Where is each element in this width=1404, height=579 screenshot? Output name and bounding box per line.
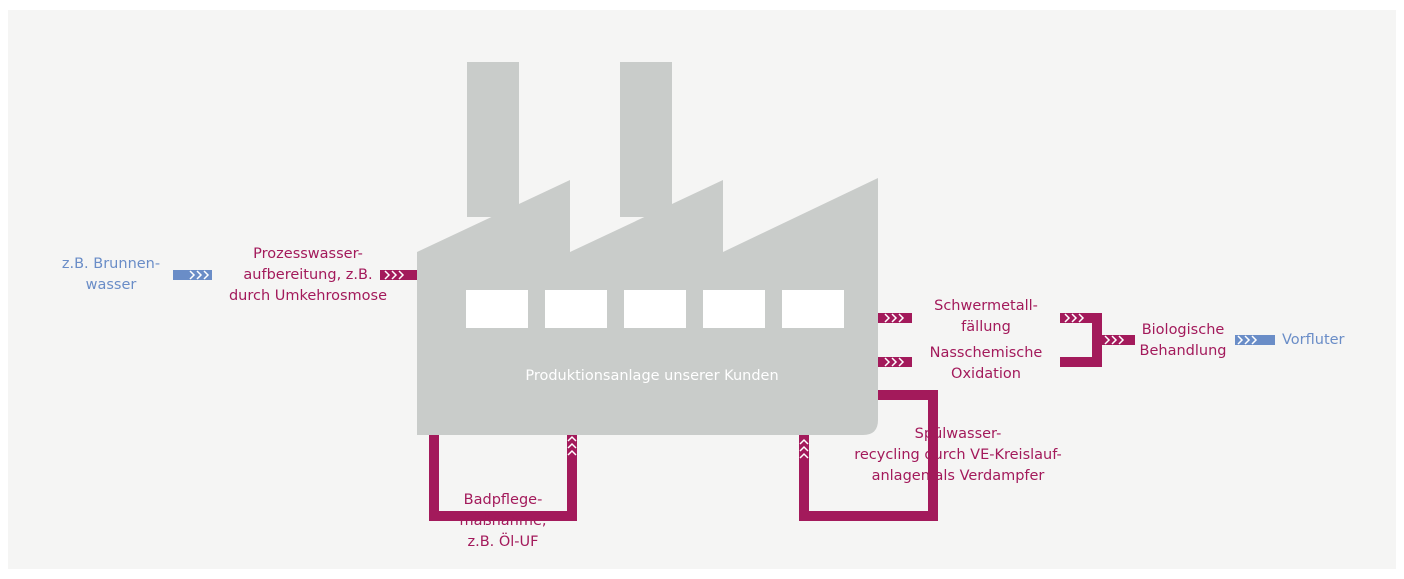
label: Badpflege- (464, 492, 543, 508)
label: Schwermetall- (934, 298, 1038, 314)
label: fällung (961, 319, 1011, 335)
plant-label: Produktionsanlage unserer Kunden (525, 368, 778, 384)
label: anlagen als Verdampfer (872, 468, 1045, 484)
label: Nasschemische (930, 345, 1043, 361)
label: durch Umkehrosmose (229, 288, 387, 304)
label: Vorfluter (1282, 332, 1345, 348)
label: Prozesswasser- (253, 246, 363, 262)
windows (466, 290, 844, 328)
label: Behandlung (1140, 343, 1227, 359)
diagram: z.B. Brunnen- wasser Prozesswasser- aufb… (0, 0, 1404, 579)
label: Oxidation (951, 366, 1021, 382)
label: z.B. Öl-UF (467, 532, 538, 550)
label: aufbereitung, z.B. (243, 267, 372, 283)
label: Spülwasser- (915, 426, 1002, 442)
label: Biologische (1142, 322, 1225, 338)
label: z.B. Brunnen- (62, 256, 160, 272)
label: wasser (86, 277, 137, 293)
label: maßnahme, (459, 513, 546, 529)
label: recycling durch VE-Kreislauf- (854, 447, 1062, 463)
